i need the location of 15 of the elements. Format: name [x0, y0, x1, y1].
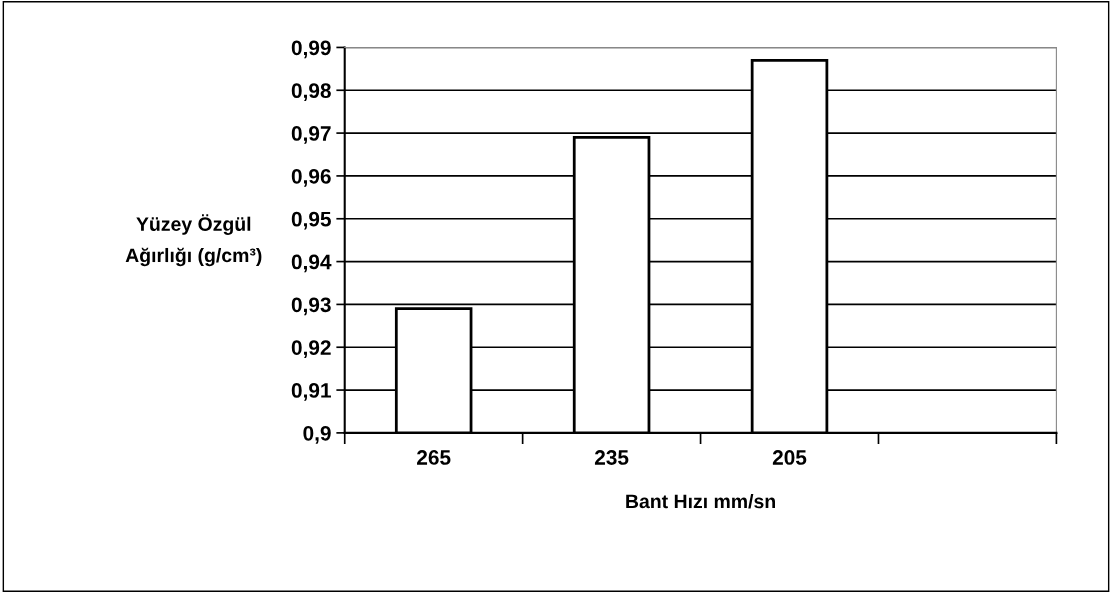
y-axis-title: Yüzey Özgül Ağırlığı (g/cm³)	[125, 214, 262, 267]
y-tick-label: 0,94	[291, 254, 332, 273]
y-tick-label: 0,93	[291, 297, 331, 316]
x-axis-title: Bant Hızı mm/sn	[626, 493, 775, 509]
x-tick-label: 235	[594, 450, 629, 465]
y-tick-label: 0,98	[291, 83, 331, 102]
y-tick-label: 0,95	[291, 211, 331, 230]
x-tick-label: 265	[417, 450, 451, 465]
y-tick-label: 0,92	[291, 340, 331, 359]
y-tick-label: 0,96	[291, 168, 331, 187]
y-tick-label: 0,97	[291, 126, 331, 144]
y-tick-label: 0,91	[291, 383, 331, 401]
y-tick-label: 0,9	[303, 425, 331, 444]
y-tick-label: 0,99	[291, 40, 331, 59]
x-tick-label: 205	[772, 450, 807, 465]
